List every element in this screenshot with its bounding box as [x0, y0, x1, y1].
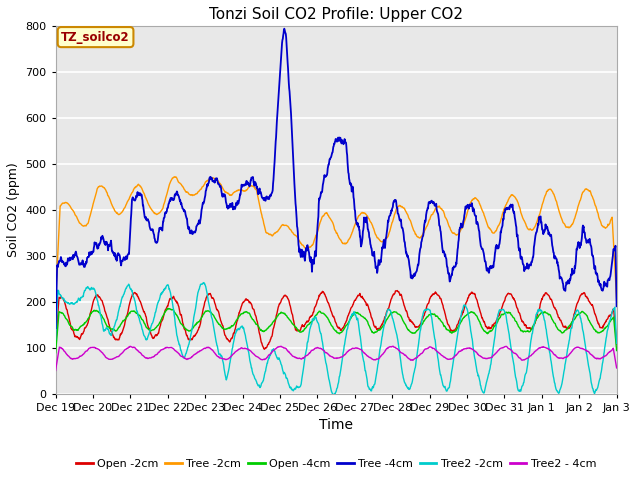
Y-axis label: Soil CO2 (ppm): Soil CO2 (ppm): [7, 162, 20, 257]
Legend: Open -2cm, Tree -2cm, Open -4cm, Tree -4cm, Tree2 -2cm, Tree2 - 4cm: Open -2cm, Tree -2cm, Open -4cm, Tree -4…: [72, 454, 600, 473]
Text: TZ_soilco2: TZ_soilco2: [61, 31, 130, 44]
X-axis label: Time: Time: [319, 418, 353, 432]
Title: Tonzi Soil CO2 Profile: Upper CO2: Tonzi Soil CO2 Profile: Upper CO2: [209, 7, 463, 22]
